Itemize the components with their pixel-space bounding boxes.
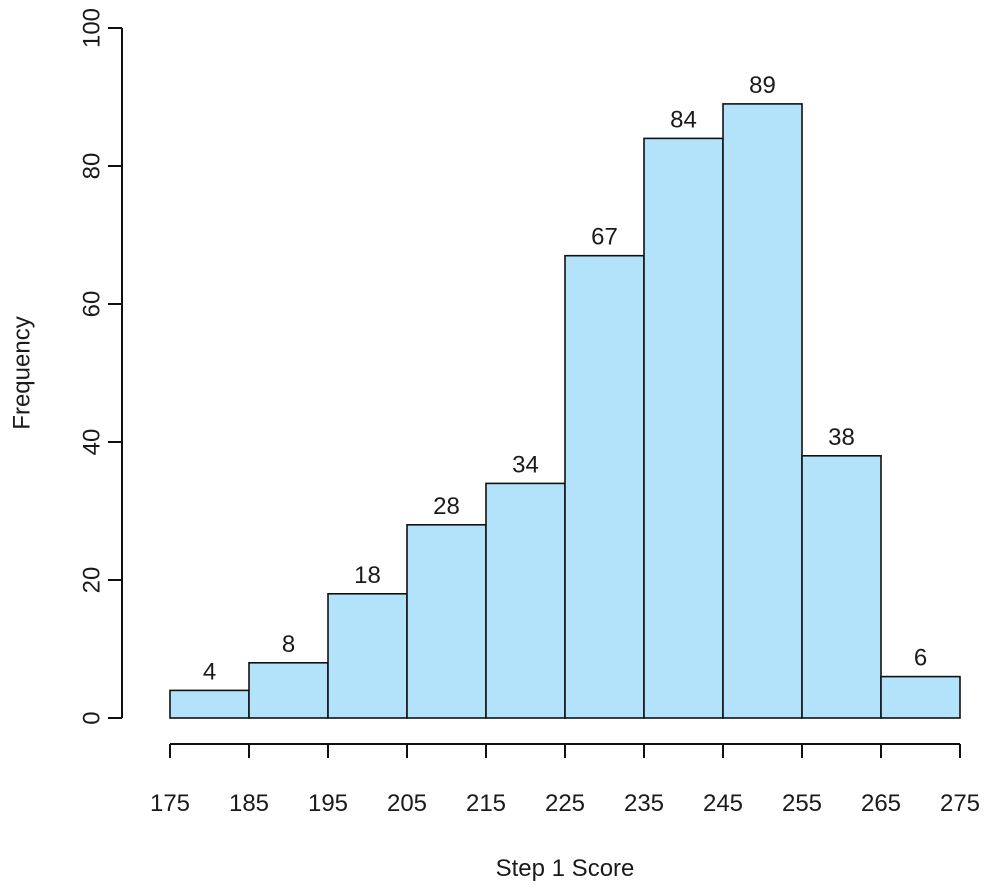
histogram-bar-225-235 (564, 254, 645, 719)
bar-value-label: 8 (282, 631, 295, 658)
histogram-bar-245-255 (722, 103, 803, 719)
x-tick-label: 255 (782, 790, 822, 817)
bar-value-label: 28 (433, 493, 460, 520)
x-tick-label: 175 (150, 790, 190, 817)
y-tick-label: 0 (79, 711, 106, 724)
bar-value-label: 4 (203, 658, 216, 685)
bar-value-label: 84 (670, 106, 697, 133)
y-axis-title: Frequency (9, 316, 36, 429)
bar-value-label: 34 (512, 451, 539, 478)
x-tick-label: 195 (308, 790, 348, 817)
y-tick-label: 60 (79, 291, 106, 318)
x-tick-label: 265 (861, 790, 901, 817)
x-tick-label: 275 (940, 790, 980, 817)
x-tick-label: 245 (703, 790, 743, 817)
y-tick-label: 80 (79, 153, 106, 180)
x-tick-label: 235 (624, 790, 664, 817)
histogram-bar-265-275 (880, 675, 961, 719)
x-tick-label: 215 (466, 790, 506, 817)
bar-value-label: 38 (828, 424, 855, 451)
histogram-bar-195-205 (327, 592, 408, 719)
x-tick-label: 205 (387, 790, 427, 817)
bar-labels-group: 4 8 18 28 34 67 84 89 38 6 (203, 72, 927, 686)
histogram-bar-235-245 (643, 137, 724, 719)
x-tick-label: 185 (229, 790, 269, 817)
bar-value-label: 89 (749, 72, 776, 99)
y-axis: 0 20 40 60 80 100 (79, 8, 123, 725)
bars-group (169, 103, 961, 719)
bar-value-label: 6 (914, 645, 927, 672)
x-axis-title: Step 1 Score (496, 855, 635, 882)
x-axis: 175 185 195 205 215 225 235 245 255 265 275 (150, 743, 980, 817)
histogram-bar-215-225 (485, 482, 566, 719)
histogram-bar-185-195 (248, 661, 329, 719)
histogram-bar-175-185 (169, 689, 250, 719)
histogram-bar-205-215 (406, 523, 487, 719)
bar-value-label: 67 (591, 224, 618, 251)
y-tick-label: 20 (79, 567, 106, 594)
bar-value-label: 18 (354, 562, 381, 589)
y-tick-label: 100 (79, 8, 106, 48)
x-tick-label: 225 (545, 790, 585, 817)
y-tick-label: 40 (79, 429, 106, 456)
histogram-bar-255-265 (801, 454, 882, 719)
